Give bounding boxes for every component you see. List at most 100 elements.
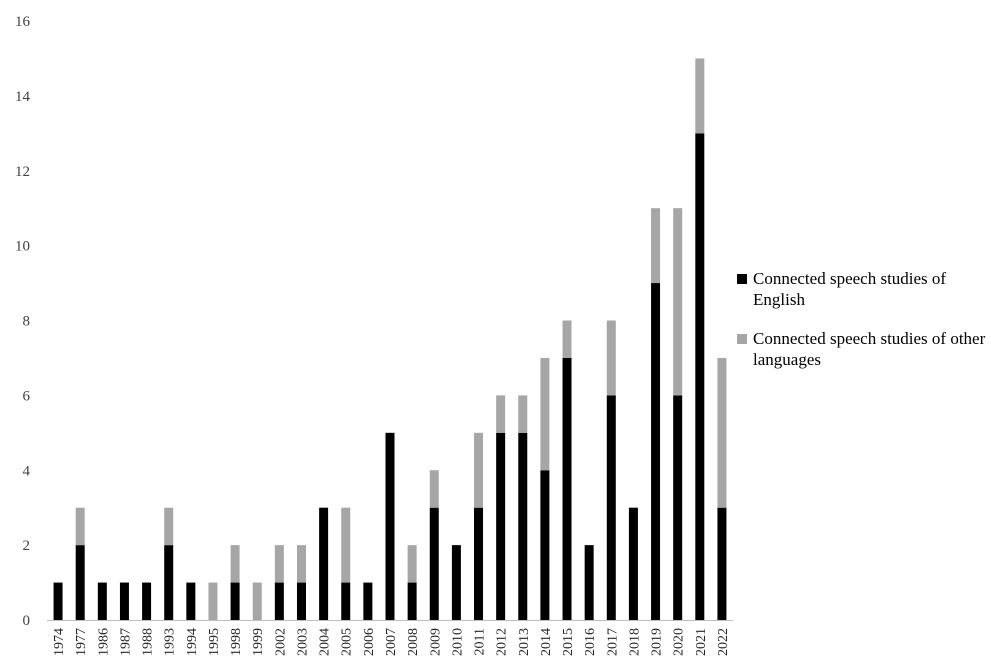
bar-segment-other-languages-1995 [208, 582, 218, 620]
bar-segment-other-languages-2017 [606, 320, 616, 396]
x-tick-label: 1998 [229, 628, 244, 656]
x-tick-label: 2018 [627, 628, 642, 656]
bar-segment-english-1988 [142, 582, 152, 620]
x-tick-label: 1999 [251, 628, 266, 656]
bar-segment-english-2019 [651, 283, 661, 620]
x-tick-label: 2002 [273, 628, 288, 656]
x-tick-label: 1995 [207, 628, 222, 656]
bars-group [53, 58, 727, 621]
bar-segment-english-1977 [75, 545, 85, 621]
bar-segment-other-languages-2011 [474, 432, 484, 508]
bar-segment-english-2020 [673, 395, 683, 621]
bar-segment-english-2008 [407, 582, 417, 620]
bar-segment-english-2015 [562, 357, 572, 620]
legend-label-english: Connected speech studies of English [753, 269, 947, 309]
bar-segment-other-languages-2012 [496, 395, 506, 433]
legend-swatch-english [737, 274, 747, 284]
bar-segment-english-1993 [164, 545, 174, 621]
y-tick-label: 0 [23, 613, 31, 629]
bar-segment-english-2002 [274, 582, 284, 620]
bar-segment-other-languages-2008 [407, 545, 417, 583]
x-tick-label: 2005 [340, 628, 355, 656]
x-tick-label: 1986 [96, 628, 111, 656]
bar-segment-english-1987 [119, 582, 129, 620]
bar-segment-english-2017 [606, 395, 616, 621]
bar-segment-other-languages-2002 [274, 545, 284, 583]
bar-segment-english-1994 [186, 582, 196, 620]
bar-segment-english-2003 [296, 582, 306, 620]
x-tick-label: 2012 [495, 628, 510, 656]
x-tick-label: 2022 [716, 628, 731, 656]
bar-segment-other-languages-1993 [164, 507, 174, 546]
bar-segment-english-1998 [230, 582, 240, 620]
y-tick-label: 16 [15, 14, 31, 30]
x-tick-label: 1994 [185, 628, 200, 656]
y-tick-label: 10 [15, 239, 30, 255]
bar-segment-english-2004 [319, 507, 329, 620]
bar-segment-other-languages-1977 [75, 507, 85, 546]
legend-item-english: Connected speech studies of English [737, 268, 987, 310]
bar-segment-english-2012 [496, 432, 506, 620]
x-tick-label: 1987 [118, 628, 133, 656]
x-tick-label: 2009 [428, 628, 443, 656]
x-tick-label: 1977 [74, 628, 89, 656]
bar-segment-other-languages-1999 [252, 582, 262, 620]
x-tick-label: 2017 [605, 628, 620, 656]
bar-segment-english-2005 [341, 582, 351, 620]
x-tick-label: 1993 [163, 628, 178, 656]
bar-segment-other-languages-2013 [518, 395, 528, 433]
bar-segment-english-2007 [385, 432, 395, 620]
x-tick-label: 2013 [517, 628, 532, 656]
bar-segment-other-languages-2009 [429, 470, 439, 508]
x-tick-label: 2004 [318, 628, 333, 656]
x-tick-label: 2011 [473, 628, 488, 655]
bar-segment-english-2010 [451, 545, 461, 621]
bar-segment-other-languages-1998 [230, 545, 240, 583]
bar-segment-english-2018 [628, 507, 638, 620]
x-axis-tick-labels: 1974 1977 1986 1987 1988 1993 1994 1995 1998 1999… [52, 628, 731, 656]
x-tick-label: 1988 [141, 628, 156, 656]
bar-segment-english-2021 [695, 133, 705, 620]
legend-swatch-other-languages [737, 334, 747, 344]
x-tick-label: 2014 [539, 628, 554, 656]
x-tick-label: 2021 [694, 628, 709, 656]
bar-segment-other-languages-2021 [695, 58, 705, 134]
y-tick-label: 4 [23, 463, 31, 479]
y-tick-label: 14 [15, 89, 31, 105]
bar-segment-other-languages-2019 [651, 208, 661, 284]
bar-segment-other-languages-2003 [296, 545, 306, 583]
x-tick-label: 2019 [650, 628, 665, 656]
bar-segment-english-1986 [97, 582, 107, 620]
x-tick-label: 2020 [672, 628, 687, 656]
y-axis-tick-labels: 0 2 4 6 8 10 12 14 16 [15, 14, 31, 629]
bar-segment-english-1974 [53, 582, 63, 620]
x-tick-label: 1974 [52, 628, 67, 656]
x-tick-label: 2003 [295, 628, 310, 656]
x-tick-label: 2007 [384, 628, 399, 656]
bar-segment-english-2011 [474, 507, 484, 620]
legend-label-other-languages: Connected speech studies of other langua… [753, 329, 986, 369]
x-tick-label: 2006 [362, 628, 377, 656]
bar-segment-english-2013 [518, 432, 528, 620]
bar-segment-english-2016 [584, 545, 594, 621]
x-tick-label: 2010 [450, 628, 465, 656]
bar-segment-other-languages-2014 [540, 357, 550, 471]
y-tick-label: 6 [23, 388, 31, 404]
bar-segment-other-languages-2022 [717, 357, 727, 508]
bar-segment-english-2014 [540, 470, 550, 620]
y-tick-label: 2 [23, 538, 31, 554]
legend: Connected speech studies of English Conn… [737, 268, 987, 388]
bar-segment-english-2006 [363, 582, 373, 620]
y-tick-label: 12 [15, 164, 30, 180]
bar-segment-other-languages-2015 [562, 320, 572, 358]
x-tick-label: 2008 [406, 628, 421, 656]
legend-item-other-languages: Connected speech studies of other langua… [737, 328, 987, 370]
x-tick-label: 2016 [583, 628, 598, 656]
x-tick-label: 2015 [561, 628, 576, 656]
bar-segment-other-languages-2020 [673, 208, 683, 396]
y-tick-label: 8 [23, 314, 31, 330]
bar-segment-other-languages-2005 [341, 507, 351, 583]
bar-segment-english-2009 [429, 507, 439, 620]
bar-segment-english-2022 [717, 507, 727, 620]
